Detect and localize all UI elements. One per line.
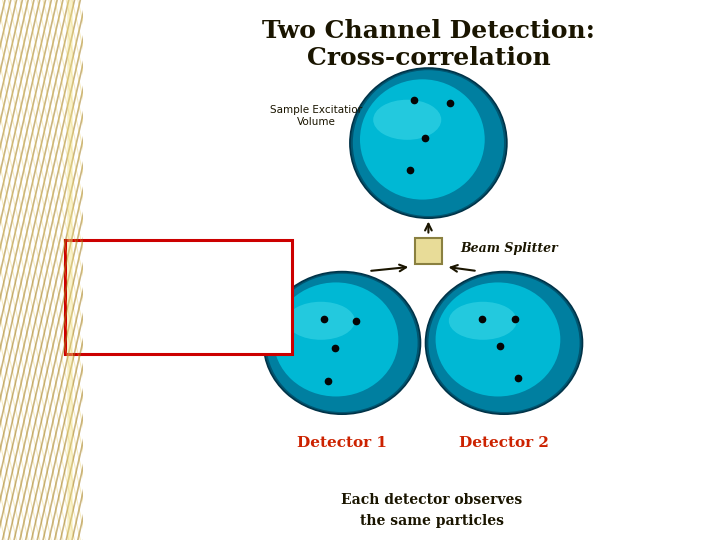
- Bar: [65, 240, 292, 354]
- Text: Detector 2: Detector 2: [459, 436, 549, 450]
- Ellipse shape: [449, 302, 517, 340]
- Ellipse shape: [287, 302, 355, 340]
- Ellipse shape: [436, 282, 560, 396]
- Text: Two Channel Detection:: Two Channel Detection:: [262, 19, 595, 43]
- Ellipse shape: [373, 100, 441, 140]
- Text: 1.   Increases signal to noise
      by isolating correlated
      signals.
2.  : 1. Increases signal to noise by isolatin…: [76, 249, 246, 318]
- Bar: [415, 238, 442, 264]
- Text: Beam Splitter: Beam Splitter: [460, 242, 558, 255]
- Ellipse shape: [426, 272, 582, 414]
- Text: Sample Excitation
Volume: Sample Excitation Volume: [270, 105, 364, 127]
- Text: Cross-correlation: Cross-correlation: [307, 46, 550, 70]
- Ellipse shape: [266, 274, 418, 412]
- Ellipse shape: [360, 79, 485, 200]
- Ellipse shape: [353, 70, 504, 216]
- Ellipse shape: [264, 272, 420, 414]
- Text: Each detector observes
the same particles: Each detector observes the same particle…: [341, 493, 523, 528]
- Ellipse shape: [274, 282, 398, 396]
- Ellipse shape: [350, 68, 507, 218]
- Text: Detector 1: Detector 1: [297, 436, 387, 450]
- Ellipse shape: [428, 274, 580, 412]
